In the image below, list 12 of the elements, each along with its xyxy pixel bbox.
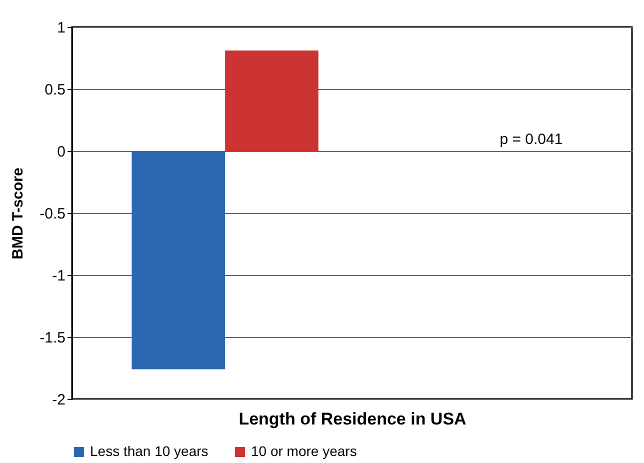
y-tick-label: 1 [57,20,66,36]
legend-label: Less than 10 years [90,443,208,459]
x-axis-title: Length of Residence in USA [238,410,466,428]
legend-label: 10 or more years [251,443,357,459]
annotation: p = 0.041 [500,131,563,148]
y-axis-title: BMD T-score [10,168,27,260]
y-tick-label: 0.5 [44,82,66,98]
y-tick-label: -1 [52,268,66,284]
y-tick-label: -0.5 [40,206,66,222]
y-tick-label: -2 [52,392,66,408]
y-tick-label: -1.5 [40,330,66,346]
y-tick-label: 0 [57,144,66,160]
